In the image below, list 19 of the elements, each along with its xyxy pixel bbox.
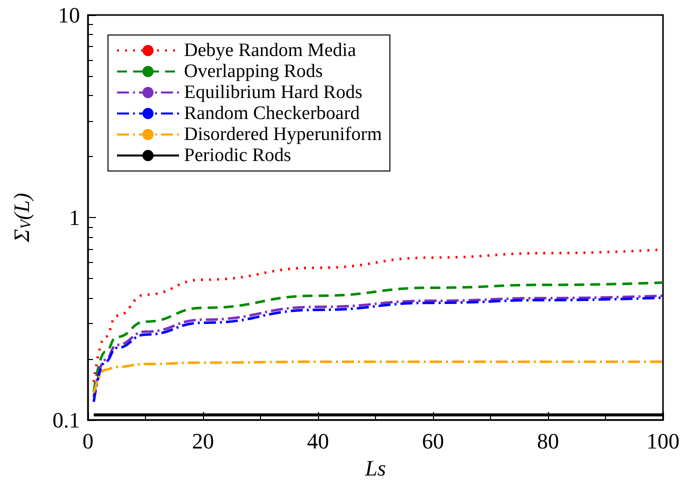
x-axis-title: Ls <box>364 455 386 480</box>
line-series <box>92 281 664 393</box>
legend-label: Periodic Rods <box>184 145 292 166</box>
legend-label: Random Checkerboard <box>184 103 360 124</box>
line-series <box>92 360 664 394</box>
legend-label: Disordered Hyperuniform <box>184 124 382 145</box>
x-tick-label: 80 <box>537 428 559 454</box>
y-tick-label: 10 <box>58 2 80 28</box>
legend-label: Debye Random Media <box>184 40 357 61</box>
x-tick-label: 0 <box>82 428 94 454</box>
y-axis-title: ΣV(L) <box>9 192 34 244</box>
legend-label: Overlapping Rods <box>184 61 323 82</box>
y-tick-label: 1 <box>69 205 80 230</box>
legend-label: Equilibrium Hard Rods <box>184 82 362 103</box>
x-tick-label: 20 <box>192 428 214 454</box>
x-tick-label: 60 <box>422 428 444 454</box>
y-tick-label: 0.1 <box>52 408 80 432</box>
x-tick-label: 40 <box>307 428 329 454</box>
x-tick-label: 100 <box>646 428 680 454</box>
